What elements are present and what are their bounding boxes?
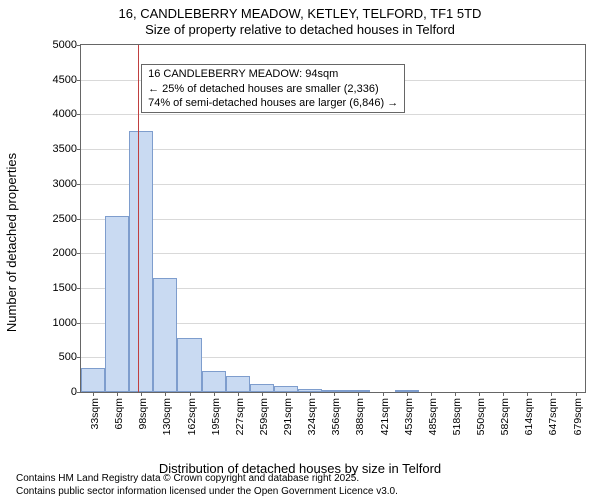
plot-area: 0500100015002000250030003500400045005000… [80,44,586,393]
xtick-label: 162sqm [186,398,198,435]
ytick-label: 0 [71,386,81,398]
histogram-bar [129,131,153,392]
gridline [81,253,585,254]
xtick-label: 582sqm [499,398,511,435]
y-axis-label: Number of detached properties [4,63,19,242]
gridline [81,114,585,115]
ytick-label: 2500 [53,213,81,225]
xtick-mark [141,392,142,396]
histogram-bar [177,338,201,392]
xtick-mark [527,392,528,396]
footnote-line-2: Contains public sector information licen… [16,486,398,499]
ytick-label: 1000 [53,317,81,329]
xtick-mark [358,392,359,396]
xtick-mark [286,392,287,396]
page: 16, CANDLEBERRY MEADOW, KETLEY, TELFORD,… [0,0,600,500]
xtick-label: 388sqm [354,398,366,435]
xtick-mark [455,392,456,396]
ytick-label: 500 [59,351,81,363]
xtick-label: 65sqm [113,398,125,430]
xtick-mark [165,392,166,396]
ytick-label: 5000 [53,39,81,51]
xtick-mark [407,392,408,396]
xtick-mark [479,392,480,396]
footnote: Contains HM Land Registry data © Crown c… [16,473,398,498]
xtick-label: 550sqm [475,398,487,435]
xtick-mark [431,392,432,396]
ytick-label: 3000 [53,178,81,190]
ytick-label: 4000 [53,108,81,120]
ytick-label: 4500 [53,74,81,86]
histogram-bar [226,376,250,392]
xtick-mark [117,392,118,396]
xtick-label: 679sqm [572,398,584,435]
annotation-line-1: 16 CANDLEBERRY MEADOW: 94sqm [148,67,398,81]
xtick-label: 421sqm [379,398,391,435]
xtick-mark [551,392,552,396]
ytick-label: 2000 [53,247,81,259]
footnote-line-1: Contains HM Land Registry data © Crown c… [16,473,398,486]
annotation-box: 16 CANDLEBERRY MEADOW: 94sqm ← 25% of de… [141,64,405,113]
xtick-mark [238,392,239,396]
ytick-label: 3500 [53,143,81,155]
xtick-label: 485sqm [427,398,439,435]
xtick-label: 518sqm [451,398,463,435]
xtick-mark [503,392,504,396]
page-subtitle: Size of property relative to detached ho… [0,22,600,40]
xtick-label: 33sqm [89,398,101,430]
xtick-mark [262,392,263,396]
xtick-label: 291sqm [282,398,294,435]
xtick-label: 647sqm [547,398,559,435]
xtick-label: 453sqm [403,398,415,435]
xtick-label: 130sqm [161,398,173,435]
histogram-bar [81,368,105,392]
gridline [81,219,585,220]
gridline [81,184,585,185]
xtick-mark [190,392,191,396]
xtick-mark [576,392,577,396]
xtick-label: 98sqm [137,398,149,430]
xtick-mark [310,392,311,396]
property-marker-line [138,45,139,392]
gridline [81,149,585,150]
histogram-bar [250,384,274,392]
xtick-mark [93,392,94,396]
histogram-bar [153,278,177,393]
xtick-mark [334,392,335,396]
chart: 0 500 1000 1500 2000 2500 3000 3500 4000 4500 5000… [36,40,590,415]
ytick-label: 1500 [53,282,81,294]
annotation-line-2: ← 25% of detached houses are smaller (2,… [148,82,398,96]
xtick-label: 614sqm [523,398,535,435]
xtick-mark [383,392,384,396]
xtick-mark [214,392,215,396]
annotation-line-3: 74% of semi-detached houses are larger (… [148,96,398,110]
xtick-label: 324sqm [306,398,318,435]
xtick-label: 195sqm [210,398,222,435]
xtick-label: 227sqm [234,398,246,435]
histogram-bar [202,371,226,392]
page-title: 16, CANDLEBERRY MEADOW, KETLEY, TELFORD,… [0,0,600,22]
histogram-bar [105,216,129,392]
xtick-label: 259sqm [258,398,270,435]
xtick-label: 356sqm [330,398,342,435]
